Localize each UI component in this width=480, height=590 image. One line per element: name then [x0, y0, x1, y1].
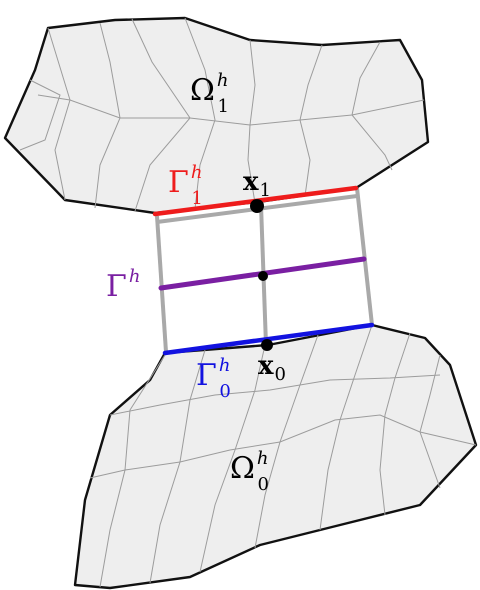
label-x0: x0	[258, 351, 286, 385]
label-x1: x1	[243, 167, 271, 201]
lower-domain-omega0	[73, 323, 478, 590]
connector-left	[155, 215, 168, 353]
upper-mesh-lines	[19, 17, 425, 212]
point-x1	[250, 199, 264, 213]
lower-mesh-lines	[89, 324, 477, 588]
upper-domain-omega1	[3, 16, 430, 215]
connector-right	[355, 187, 374, 326]
point-gamma	[258, 271, 268, 281]
gamma0-interface-line	[162, 322, 375, 356]
point-x0	[261, 339, 273, 351]
